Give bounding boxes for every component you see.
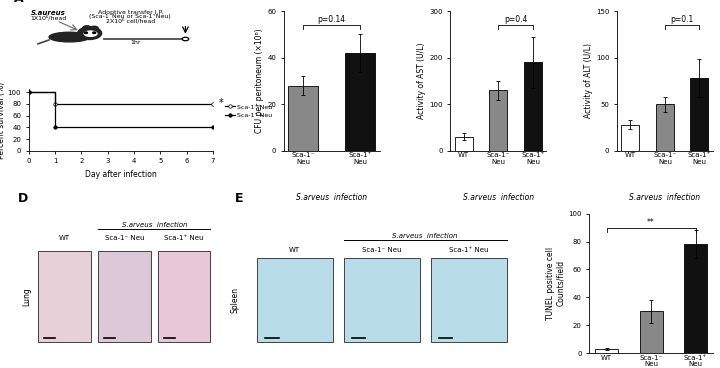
Sca-1⁻ Neu [24, 90, 33, 95]
Text: Sca-1⁺ Neu: Sca-1⁺ Neu [449, 247, 488, 253]
Bar [346, 53, 375, 151]
Text: 1hr: 1hr [130, 40, 141, 45]
Bar [524, 62, 542, 151]
Sca-1⁺ Neu [51, 125, 60, 130]
Text: S.arveus  infection: S.arveus infection [629, 192, 701, 202]
Bar [431, 258, 507, 342]
Bar [343, 258, 420, 342]
Circle shape [90, 26, 98, 31]
Text: E: E [235, 192, 243, 205]
Y-axis label: Activity of AST (U/L): Activity of AST (U/L) [418, 43, 426, 119]
Bar [595, 349, 618, 353]
Legend: Sca-1⁻ Neu, Sca-1⁺ Neu: Sca-1⁻ Neu, Sca-1⁺ Neu [223, 102, 274, 121]
Bar [455, 137, 473, 151]
Y-axis label: Activity of ALT (U/L): Activity of ALT (U/L) [584, 43, 593, 118]
Text: Sca-1⁻ Neu: Sca-1⁻ Neu [362, 247, 402, 253]
Text: A: A [14, 0, 24, 6]
Text: S.arveus  infection: S.arveus infection [392, 233, 458, 239]
Bar [288, 85, 318, 151]
Y-axis label: Percent survival (%): Percent survival (%) [0, 81, 6, 159]
Bar [684, 244, 707, 353]
Bar [621, 125, 639, 151]
Bar [98, 251, 150, 342]
Circle shape [93, 32, 96, 33]
Ellipse shape [49, 32, 89, 42]
Text: WT: WT [289, 247, 300, 253]
X-axis label: Day after infection: Day after infection [85, 170, 157, 179]
Bar [690, 78, 708, 151]
Bar [257, 258, 333, 342]
Bar [490, 90, 508, 151]
Sca-1⁻ Neu [209, 102, 217, 106]
Text: *: * [218, 98, 223, 108]
Text: **: ** [647, 218, 655, 227]
Text: Sca-1⁺ Neu: Sca-1⁺ Neu [164, 235, 204, 241]
Text: Adoptive transfer I.P.: Adoptive transfer I.P. [97, 10, 163, 15]
Text: Sca-1⁻ Neu: Sca-1⁻ Neu [104, 235, 144, 241]
Line: Sca-1⁺ Neu: Sca-1⁺ Neu [27, 91, 215, 129]
Circle shape [83, 26, 91, 30]
Text: (Sca-1⁻Neu or Sca-1⁺Neu): (Sca-1⁻Neu or Sca-1⁺Neu) [89, 14, 171, 19]
Text: D: D [17, 192, 28, 205]
Bar [158, 251, 210, 342]
Text: Lung: Lung [22, 287, 32, 306]
Circle shape [78, 27, 102, 39]
Bar [639, 311, 662, 353]
Bar [656, 104, 674, 151]
Text: WT: WT [59, 235, 70, 241]
Text: p=0.1: p=0.1 [670, 15, 694, 24]
Text: p=0.14: p=0.14 [318, 15, 346, 24]
Circle shape [84, 32, 87, 33]
Sca-1⁺ Neu [209, 125, 217, 130]
Text: Spleen: Spleen [230, 287, 240, 313]
Y-axis label: CFU per peritoneum (×10⁶): CFU per peritoneum (×10⁶) [256, 29, 264, 133]
Y-axis label: TUNEL positive cell
Counts/field: TUNEL positive cell Counts/field [546, 247, 565, 320]
Text: S.aureus: S.aureus [31, 10, 66, 17]
Text: S.arveus  infection: S.arveus infection [463, 192, 534, 202]
Sca-1⁺ Neu [24, 90, 33, 95]
Text: 1X10⁶/head: 1X10⁶/head [31, 15, 67, 21]
Bar [38, 251, 91, 342]
Text: 2X10⁶ cell/head: 2X10⁶ cell/head [106, 18, 155, 24]
Text: S.arveus  infection: S.arveus infection [122, 222, 187, 228]
Line: Sca-1⁻ Neu: Sca-1⁻ Neu [27, 91, 215, 106]
Text: p=0.4: p=0.4 [504, 15, 527, 24]
Ellipse shape [84, 31, 97, 36]
Text: S.arveus  infection: S.arveus infection [296, 192, 367, 202]
Sca-1⁻ Neu [51, 102, 60, 106]
